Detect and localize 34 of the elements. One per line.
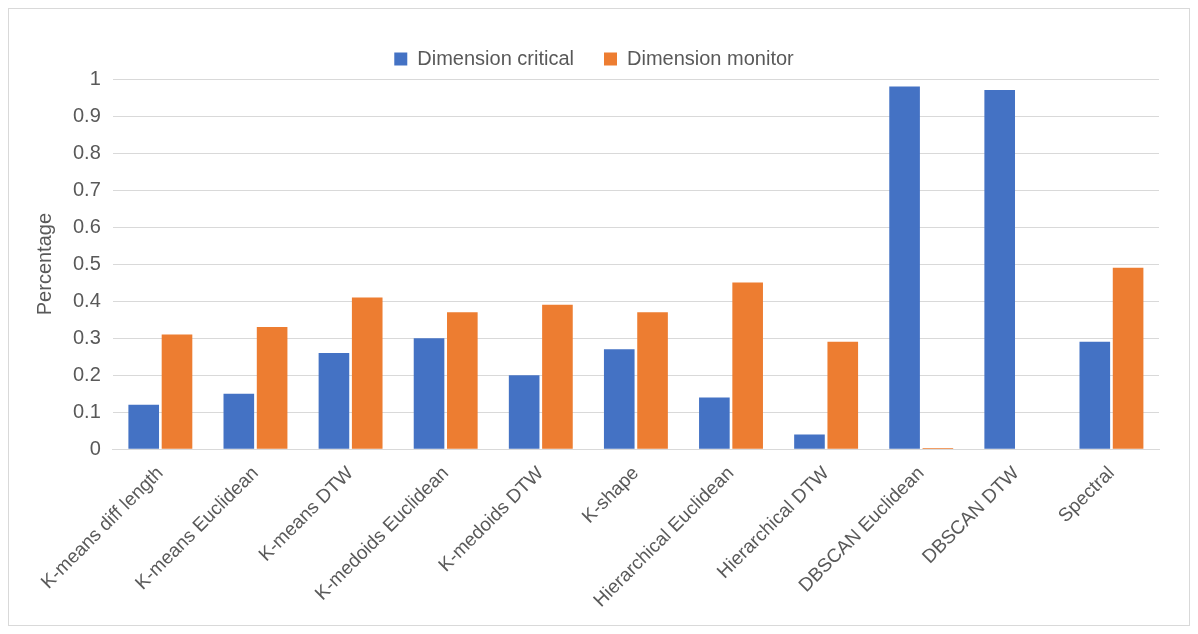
bar [318,352,350,449]
y-tick-label: 0.5 [72,251,101,274]
y-tick-label: 0.4 [72,288,101,311]
bar [256,327,288,449]
bar [984,90,1016,449]
bar [447,312,478,449]
bar [794,434,825,449]
bar [351,297,383,449]
y-tick-label: 0.6 [72,214,101,237]
bar [223,393,255,449]
bar [889,86,920,449]
legend-label: Dimension monitor [626,46,795,69]
y-tick-label: 0.1 [72,399,101,422]
y-tick-label: 0.2 [72,362,101,385]
bar [128,404,160,449]
bar [1112,267,1144,449]
y-tick-label: 0.9 [72,103,101,126]
y-tick-label: 1 [89,66,101,89]
y-tick-label: 0 [89,436,101,459]
bar [508,375,540,449]
y-axis-title: Percentage [32,212,55,316]
bar [732,282,763,449]
legend-label: Dimension critical [417,46,574,69]
y-tick-label: 0.8 [72,140,101,163]
bar [413,338,445,449]
y-tick-label: 0.7 [72,177,101,200]
y-tick-label: 0.3 [72,325,101,348]
bar [827,341,859,449]
bar [161,334,193,449]
bar [699,397,730,449]
bar [542,304,573,449]
bar [1079,341,1111,449]
bar [603,349,635,449]
bar [637,312,668,449]
